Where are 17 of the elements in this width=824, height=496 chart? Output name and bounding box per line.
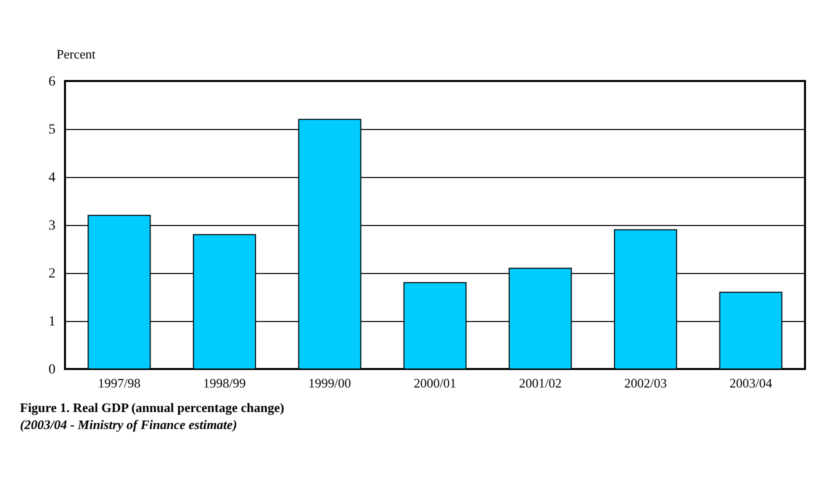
- y-tick-label: 2: [48, 266, 56, 282]
- x-tick-label: 1998/99: [203, 376, 246, 390]
- y-tick-label: 3: [48, 218, 56, 234]
- y-tick-label: 4: [48, 170, 56, 186]
- x-tick-label: 1997/98: [98, 376, 141, 390]
- x-tick-label: 2003/04: [729, 376, 773, 390]
- y-tick-label: 0: [48, 362, 56, 378]
- y-tick-label: 5: [48, 122, 56, 138]
- text: (2003/04 - Ministry of Finance estimate): [20, 417, 238, 432]
- y-axis-title: Percent: [56, 46, 96, 62]
- text: Figure 1. Real GDP (annual percentage change): [20, 400, 284, 415]
- x-tick-label: 2002/03: [624, 376, 667, 390]
- x-tick-label: 2001/02: [518, 376, 562, 390]
- y-tick-label: 1: [48, 314, 56, 330]
- x-tick-label: 1999/00: [308, 376, 352, 390]
- x-tick-label: 2000/01: [414, 376, 456, 390]
- y-tick-label: 6: [48, 74, 56, 90]
